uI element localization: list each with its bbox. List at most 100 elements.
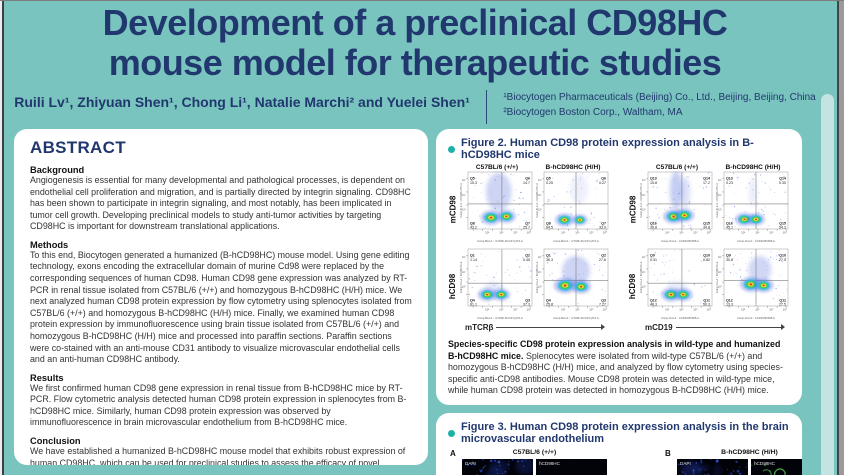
svg-text:10³: 10³	[575, 308, 579, 312]
svg-text:10³: 10³	[679, 231, 683, 235]
svg-text:10⁴: 10⁴	[642, 193, 646, 197]
svg-text:10³: 10³	[538, 209, 542, 212]
svg-text:10⁴: 10⁴	[769, 231, 774, 235]
svg-text:10²: 10²	[741, 231, 745, 235]
svg-text:Q11: Q11	[779, 298, 786, 302]
svg-text:7.27: 7.27	[599, 303, 606, 307]
svg-text:0.25: 0.25	[546, 181, 553, 185]
svg-text:10²: 10²	[741, 308, 745, 312]
svg-text:17.2: 17.2	[703, 181, 710, 185]
svg-text:10²: 10²	[561, 308, 565, 312]
microscopy-image-dapi: DAPI	[461, 455, 536, 475]
svg-text:10⁴: 10⁴	[589, 231, 594, 235]
svg-text:64.5: 64.5	[546, 226, 553, 230]
svg-text:10⁴: 10⁴	[589, 308, 594, 312]
image-channel-label: DAPI	[680, 461, 691, 466]
svg-text:10⁵: 10⁵	[538, 178, 542, 182]
svg-text:36.3: 36.3	[546, 258, 553, 262]
svg-text:10⁵: 10⁵	[462, 178, 466, 182]
flow-plot: Q13 0.23 Q14 0.30 Q16 45.1 Q15 54.3 10² 10³ 10⁴ 10⁵…	[715, 171, 791, 248]
svg-text:Q3: Q3	[525, 298, 530, 302]
figure3-column-header: B-hCD98HC (H/H)	[721, 449, 778, 456]
svg-text:Q1: Q1	[470, 253, 475, 257]
svg-text:30.8: 30.8	[650, 226, 657, 230]
microscopy-image-hcd98hc: hCD98HC	[536, 459, 607, 475]
flow-column-header: C57BL/6 (+/+)	[655, 164, 699, 171]
affiliation-1: ¹Biocytogen Pharmaceuticals (Beijing) Co…	[503, 92, 816, 104]
svg-text:10³: 10³	[718, 209, 722, 212]
svg-text:25.7: 25.7	[523, 226, 530, 230]
flow-plot: Q5 0.25 Q6 0.27 Q8 64.5 Q7 33.0 10² 10³ 10⁴ 10⁵ 10⁵ 1…	[535, 171, 611, 248]
svg-text:61.1: 61.1	[470, 303, 477, 307]
svg-text:10²: 10²	[665, 308, 669, 312]
byline-divider	[485, 90, 488, 125]
svg-text:Q12: Q12	[650, 298, 657, 302]
svg-text:10⁴: 10⁴	[513, 308, 518, 312]
svg-text:Comp-YL1-A :: hCD98-PE-A: Comp-YL1-A :: hCD98-PE-A	[536, 261, 539, 293]
image-channel-label: hCD98HC	[539, 461, 560, 466]
flow-row-hCD98: hCD98 Q1 1.14 Q2 0.45 Q4 61.1 Q3 37.3 10² 10³ 10⁴ 10…	[447, 248, 611, 325]
svg-text:Comp-BL2-A :: mTCRb-PerCP-Cy5.: Comp-BL2-A :: mTCRb-PerCP-Cy5.5-A	[553, 239, 599, 243]
svg-text:10⁵: 10⁵	[707, 231, 711, 235]
figure2-title-text: Figure 2. Human CD98 protein expression …	[461, 137, 754, 161]
svg-text:10⁵: 10⁵	[603, 231, 607, 235]
flow-y-axis-label: hCD98	[628, 273, 638, 300]
figure3-column-header: C57BL/6 (+/+)	[512, 449, 557, 456]
svg-text:Q11: Q11	[703, 298, 710, 302]
svg-text:Q9: Q9	[726, 253, 731, 257]
flow-row-mCD98: mCD98 Q5 15.3 Q6 14.7 Q8 43.2 Q7 25.7 10² 10³ 10⁴ 10…	[447, 171, 611, 248]
svg-text:27.5: 27.5	[779, 303, 786, 307]
svg-text:10⁵: 10⁵	[718, 178, 722, 182]
flow-y-axis-label: mCD98	[448, 195, 458, 224]
svg-text:10²: 10²	[561, 231, 565, 235]
flow-group-mCD19: C57BL/6 (+/+) B-hCD98HC (H/H) mCD98 Q13 15.8…	[627, 164, 791, 332]
affiliations: ¹Biocytogen Pharmaceuticals (Beijing) Co…	[503, 87, 815, 124]
flow-plot: Q13 15.8 Q14 17.2 Q16 30.8 Q15 34.8 10² 10³ 10⁴ 10⁵…	[639, 170, 715, 248]
svg-text:10³: 10³	[642, 286, 646, 289]
svg-text:0.31: 0.31	[650, 258, 657, 262]
figure2-flow-grid: C57BL/6 (+/+) B-hCD98HC (H/H) mCD98 Q5 15.3 Q…	[448, 164, 790, 332]
abstract-section: Methods To this end, Biocytogen generated…	[30, 240, 412, 366]
svg-text:Comp-BL1-A :: mCD98-FITC-A: Comp-BL1-A :: mCD98-FITC-A	[716, 183, 719, 218]
poster-title: Development of a preclinical CD98HC mouse…	[102, 2, 728, 83]
svg-text:10⁵: 10⁵	[642, 255, 646, 259]
microscopy-image-dapi: DAPI	[677, 458, 748, 475]
svg-text:10⁴: 10⁴	[769, 308, 774, 312]
figure2-title: Figure 2. Human CD98 protein expression …	[448, 137, 790, 161]
svg-text:Q6: Q6	[601, 176, 606, 180]
bullet-icon	[448, 429, 455, 437]
svg-text:10²: 10²	[485, 231, 489, 235]
svg-text:10⁴: 10⁴	[538, 270, 542, 274]
svg-text:Q1: Q1	[546, 253, 551, 257]
svg-text:10³: 10³	[575, 231, 579, 235]
svg-text:10³: 10³	[755, 231, 759, 235]
svg-text:Q4: Q4	[546, 298, 551, 302]
svg-text:Q4: Q4	[470, 298, 475, 302]
flow-row-mCD98: mCD98 Q13 15.8 Q14 17.2 Q16 30.8 Q15 34.8 10² 10³ 1…	[627, 170, 791, 248]
svg-text:Q6: Q6	[525, 176, 530, 180]
figure2-caption-bold: Species-specific CD98 protein expression…	[448, 339, 781, 361]
flow-column-headers: C57BL/6 (+/+) B-hCD98HC (H/H)	[447, 164, 611, 171]
figure3-title: Figure 3. Human CD98 protein expression …	[448, 421, 790, 445]
svg-text:10⁴: 10⁴	[513, 231, 518, 235]
svg-text:Q5: Q5	[546, 176, 551, 180]
svg-text:10⁴: 10⁴	[538, 193, 542, 197]
svg-text:10³: 10³	[755, 308, 759, 312]
svg-text:10³: 10³	[499, 231, 503, 235]
flow-column-header: C57BL/6 (+/+)	[475, 164, 519, 171]
svg-text:Comp-BL1-A :: mCD98-FITC-A: Comp-BL1-A :: mCD98-FITC-A	[640, 183, 643, 218]
svg-text:Q2: Q2	[601, 253, 606, 257]
svg-text:0.23: 0.23	[726, 181, 733, 185]
svg-text:30.8: 30.8	[726, 258, 733, 262]
svg-text:10³: 10³	[642, 209, 646, 212]
scrollbar-thumb[interactable]	[821, 94, 834, 475]
svg-text:10⁴: 10⁴	[462, 270, 466, 274]
abstract-section-body: We have established a humanized B-hCD98H…	[30, 445, 406, 465]
svg-text:Comp-BL1-A :: mCD98-FITC-A: Comp-BL1-A :: mCD98-FITC-A	[460, 183, 463, 218]
figure2-caption-rest: Splenocytes were isolated from wild-type…	[448, 350, 783, 396]
svg-text:1.14: 1.14	[470, 258, 477, 262]
svg-text:10³: 10³	[499, 308, 503, 312]
svg-text:Q16: Q16	[726, 221, 733, 225]
axis-arrow-icon	[675, 324, 786, 331]
